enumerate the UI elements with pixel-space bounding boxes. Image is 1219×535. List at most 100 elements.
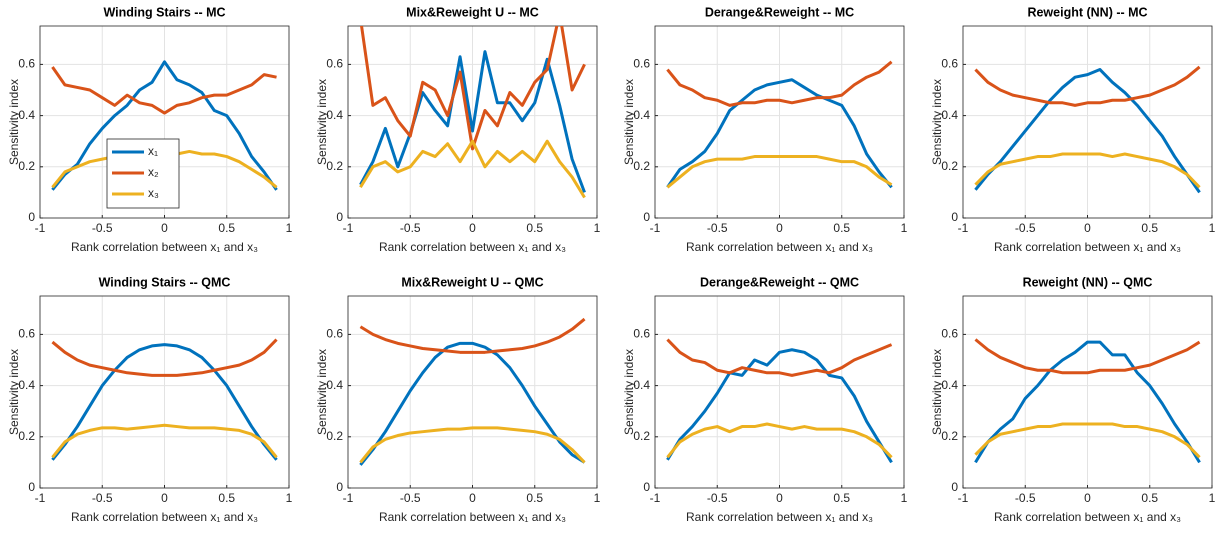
series-line — [51, 338, 278, 377]
y-tick-label: 0 — [643, 210, 650, 224]
series-line — [359, 317, 586, 354]
y-tick-label: 0.2 — [633, 429, 650, 443]
series-line — [666, 155, 893, 189]
x-tick-label: 0 — [1084, 491, 1091, 505]
y-tick-label: 0.4 — [18, 378, 35, 392]
y-axis-label: Sensitivity index — [622, 349, 636, 435]
panel: -1 -0.5 0 0.5 1 0 0.2 0.4 0.6 Derange&Reweight --… — [622, 275, 907, 524]
x-tick-label: 0 — [161, 221, 168, 235]
y-tick-label: 0.2 — [18, 429, 35, 443]
y-axis-label: Sensitivity index — [930, 79, 944, 165]
axes-frame — [962, 295, 1213, 489]
y-tick-label: 0.6 — [18, 327, 35, 341]
series-line — [360, 26, 586, 151]
series-line — [666, 422, 893, 459]
chart-title: Winding Stairs -- MC — [103, 5, 225, 19]
x-axis-label: Rank correlation between x₁ and x₃ — [686, 510, 873, 524]
series-line — [974, 65, 1201, 107]
y-tick-label: 0.2 — [633, 159, 650, 173]
y-tick-label: 0.4 — [18, 108, 35, 122]
plot-area — [359, 26, 586, 199]
panel: -1 -0.5 0 0.5 1 0 0.2 0.4 0.6 Reweight (NN) -- MC… — [930, 5, 1215, 254]
x-tick-label: -1 — [958, 221, 969, 235]
y-tick-label: 0.6 — [633, 57, 650, 71]
axes-frame — [962, 25, 1213, 219]
x-tick-label: -1 — [343, 221, 354, 235]
x-axis-label: Rank correlation between x₁ and x₃ — [379, 240, 566, 254]
x-axis-label: Rank correlation between x₁ and x₃ — [71, 240, 258, 254]
x-tick-label: -0.5 — [707, 221, 728, 235]
x-tick-label: 1 — [901, 491, 908, 505]
series-line — [51, 60, 278, 191]
panel: -1 -0.5 0 0.5 1 0 0.2 0.4 0.6 Mix&Reweight U -- M… — [315, 5, 600, 254]
x-tick-label: -1 — [650, 491, 661, 505]
axes-frame — [347, 295, 598, 489]
chart-title: Mix&Reweight U -- QMC — [401, 275, 543, 289]
axes-frame — [39, 295, 290, 489]
x-tick-label: 0 — [161, 491, 168, 505]
series-line — [359, 139, 586, 199]
y-tick-label: 0 — [28, 210, 35, 224]
panel: -1 -0.5 0 0.5 1 0 0.2 0.4 0.6 Winding Stairs -- Q… — [7, 275, 292, 524]
y-tick-label: 0.6 — [633, 327, 650, 341]
x-axis-label: Rank correlation between x₁ and x₃ — [686, 240, 873, 254]
series-line — [666, 338, 893, 377]
y-axis-label: Sensitivity index — [7, 79, 21, 165]
series-line — [666, 60, 893, 107]
x-tick-label: -1 — [35, 491, 46, 505]
y-tick-label: 0.2 — [941, 429, 958, 443]
panel: -1 -0.5 0 0.5 1 0 0.2 0.4 0.6 Winding Stairs -- M… — [7, 5, 292, 254]
legend-label: x₃ — [148, 186, 159, 200]
x-tick-label: -0.5 — [1015, 491, 1036, 505]
legend-label: x₂ — [148, 165, 159, 179]
legend: x₁ x₂ x₃ — [106, 138, 180, 209]
x-axis-label: Rank correlation between x₁ and x₃ — [71, 510, 258, 524]
y-axis-label: Sensitivity index — [315, 79, 329, 165]
y-axis-label: Sensitivity index — [315, 349, 329, 435]
x-tick-label: -1 — [958, 491, 969, 505]
chart-title: Mix&Reweight U -- MC — [406, 5, 539, 19]
x-tick-label: 1 — [1209, 221, 1216, 235]
x-tick-label: -1 — [35, 221, 46, 235]
x-tick-label: -0.5 — [707, 491, 728, 505]
y-tick-label: 0.2 — [18, 159, 35, 173]
y-tick-label: 0 — [951, 210, 958, 224]
plot-area — [51, 338, 278, 461]
x-axis-label: Rank correlation between x₁ and x₃ — [994, 240, 1181, 254]
x-tick-label: 1 — [286, 221, 293, 235]
y-tick-label: 0 — [336, 210, 343, 224]
series-line — [359, 426, 586, 464]
series-line — [974, 68, 1201, 194]
y-tick-label: 0 — [643, 480, 650, 494]
x-tick-label: 0.5 — [833, 491, 850, 505]
x-tick-label: 0 — [1084, 221, 1091, 235]
x-tick-label: 0 — [776, 221, 783, 235]
y-axis-label: Sensitivity index — [622, 79, 636, 165]
series-line — [359, 341, 586, 466]
series-line — [666, 78, 893, 189]
x-tick-label: 1 — [1209, 491, 1216, 505]
y-tick-label: 0.4 — [633, 378, 650, 392]
series-line — [974, 338, 1201, 375]
y-axis-label: Sensitivity index — [7, 349, 21, 435]
axes-frame — [654, 295, 905, 489]
x-tick-label: -1 — [650, 221, 661, 235]
plot-area — [974, 338, 1201, 464]
plot-area — [666, 338, 893, 464]
chart-title: Derange&Reweight -- QMC — [700, 275, 859, 289]
x-tick-label: 0.5 — [1141, 491, 1158, 505]
plot-area — [974, 65, 1201, 194]
x-axis-label: Rank correlation between x₁ and x₃ — [379, 510, 566, 524]
series-line — [51, 66, 277, 115]
chart-title: Reweight (NN) -- MC — [1027, 5, 1147, 19]
y-tick-label: 0.2 — [326, 159, 343, 173]
y-tick-label: 0.4 — [941, 108, 958, 122]
x-tick-label: 0 — [776, 491, 783, 505]
panel: -1 -0.5 0 0.5 1 0 0.2 0.4 0.6 Derange&Reweight --… — [622, 5, 907, 254]
x-tick-label: 0.5 — [526, 221, 543, 235]
y-axis-label: Sensitivity index — [930, 349, 944, 435]
x-tick-label: -1 — [343, 491, 354, 505]
y-tick-label: 0.4 — [326, 108, 343, 122]
series-line — [359, 50, 586, 193]
